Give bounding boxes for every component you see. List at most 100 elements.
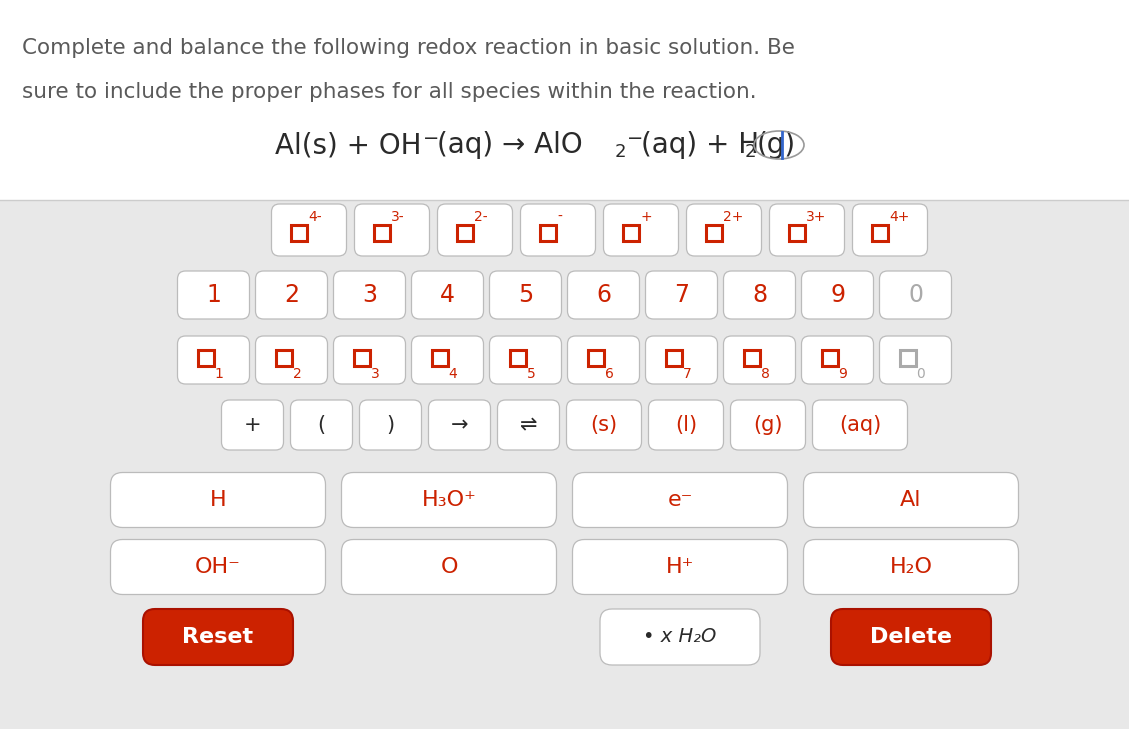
Text: 2: 2 [745, 143, 756, 161]
FancyBboxPatch shape [572, 472, 788, 528]
FancyBboxPatch shape [730, 400, 805, 450]
Text: 1: 1 [207, 283, 221, 307]
Bar [275, 350, 291, 366]
FancyBboxPatch shape [567, 400, 641, 450]
FancyBboxPatch shape [429, 400, 490, 450]
Bar [822, 350, 838, 366]
FancyBboxPatch shape [804, 539, 1018, 595]
Bar [900, 350, 916, 366]
FancyBboxPatch shape [333, 271, 405, 319]
Text: (l): (l) [675, 415, 697, 435]
FancyBboxPatch shape [879, 336, 952, 384]
FancyBboxPatch shape [255, 336, 327, 384]
Text: 3-: 3- [391, 210, 404, 224]
FancyBboxPatch shape [333, 336, 405, 384]
Text: 4+: 4+ [889, 210, 909, 224]
Text: ): ) [386, 415, 394, 435]
Text: (: ( [317, 415, 325, 435]
FancyBboxPatch shape [177, 336, 250, 384]
Text: (s): (s) [590, 415, 618, 435]
FancyBboxPatch shape [498, 400, 560, 450]
Bar [198, 350, 213, 366]
FancyBboxPatch shape [770, 204, 844, 256]
FancyBboxPatch shape [572, 539, 788, 595]
FancyBboxPatch shape [686, 204, 761, 256]
Bar [623, 225, 639, 241]
Text: 3: 3 [370, 367, 379, 381]
Bar [457, 225, 473, 241]
Text: -: - [557, 210, 562, 224]
FancyBboxPatch shape [359, 400, 421, 450]
FancyBboxPatch shape [221, 400, 283, 450]
Text: 6: 6 [596, 283, 611, 307]
FancyBboxPatch shape [852, 204, 928, 256]
Bar [706, 225, 723, 241]
FancyBboxPatch shape [411, 271, 483, 319]
Text: 8: 8 [752, 283, 767, 307]
Text: 3: 3 [362, 283, 377, 307]
Text: 4-: 4- [308, 210, 322, 224]
Text: 2-: 2- [474, 210, 488, 224]
Text: sure to include the proper phases for all species within the reaction.: sure to include the proper phases for al… [21, 82, 756, 102]
FancyBboxPatch shape [271, 204, 347, 256]
Text: 0: 0 [917, 367, 926, 381]
Text: (g): (g) [758, 131, 796, 159]
Text: • x H₂O: • x H₂O [644, 628, 717, 647]
Text: 0: 0 [908, 283, 924, 307]
Text: 4: 4 [440, 283, 455, 307]
FancyBboxPatch shape [648, 400, 724, 450]
Text: 5: 5 [518, 283, 533, 307]
FancyBboxPatch shape [802, 271, 874, 319]
Text: OH⁻: OH⁻ [195, 557, 240, 577]
Text: −: − [627, 128, 644, 147]
FancyBboxPatch shape [604, 204, 679, 256]
Bar [291, 225, 307, 241]
Text: 2: 2 [615, 143, 627, 161]
Text: (aq): (aq) [839, 415, 881, 435]
FancyBboxPatch shape [568, 336, 639, 384]
Text: 5: 5 [526, 367, 535, 381]
Bar [665, 350, 682, 366]
Text: 7: 7 [683, 367, 691, 381]
FancyBboxPatch shape [355, 204, 429, 256]
FancyBboxPatch shape [879, 271, 952, 319]
FancyBboxPatch shape [111, 472, 325, 528]
Text: →: → [450, 415, 469, 435]
FancyBboxPatch shape [438, 204, 513, 256]
FancyBboxPatch shape [520, 204, 595, 256]
Text: Reset: Reset [183, 627, 254, 647]
FancyBboxPatch shape [411, 336, 483, 384]
FancyBboxPatch shape [802, 336, 874, 384]
FancyBboxPatch shape [341, 539, 557, 595]
Text: +: + [640, 210, 651, 224]
Bar [587, 350, 604, 366]
Text: +: + [244, 415, 261, 435]
Text: e⁻: e⁻ [667, 490, 693, 510]
Text: 9: 9 [839, 367, 848, 381]
FancyBboxPatch shape [341, 472, 557, 528]
Text: H₃O⁺: H₃O⁺ [421, 490, 476, 510]
FancyBboxPatch shape [490, 271, 561, 319]
Text: (g): (g) [753, 415, 782, 435]
Text: 3+: 3+ [806, 210, 826, 224]
FancyBboxPatch shape [177, 271, 250, 319]
Text: Complete and balance the following redox reaction in basic solution. Be: Complete and balance the following redox… [21, 38, 795, 58]
Bar [0, 0, 1129, 200]
Text: 4: 4 [448, 367, 457, 381]
Bar [540, 225, 555, 241]
Text: (aq) → AlO: (aq) → AlO [437, 131, 583, 159]
Text: 2: 2 [292, 367, 301, 381]
FancyBboxPatch shape [724, 336, 796, 384]
Bar [872, 225, 889, 241]
FancyBboxPatch shape [831, 609, 991, 665]
Bar [353, 350, 369, 366]
Text: 7: 7 [674, 283, 689, 307]
Text: O: O [440, 557, 457, 577]
Text: 6: 6 [604, 367, 613, 381]
Text: 1: 1 [215, 367, 224, 381]
FancyBboxPatch shape [255, 271, 327, 319]
Text: 8: 8 [761, 367, 769, 381]
Text: Delete: Delete [870, 627, 952, 647]
Text: H⁺: H⁺ [666, 557, 694, 577]
Text: (aq) + H: (aq) + H [641, 131, 759, 159]
